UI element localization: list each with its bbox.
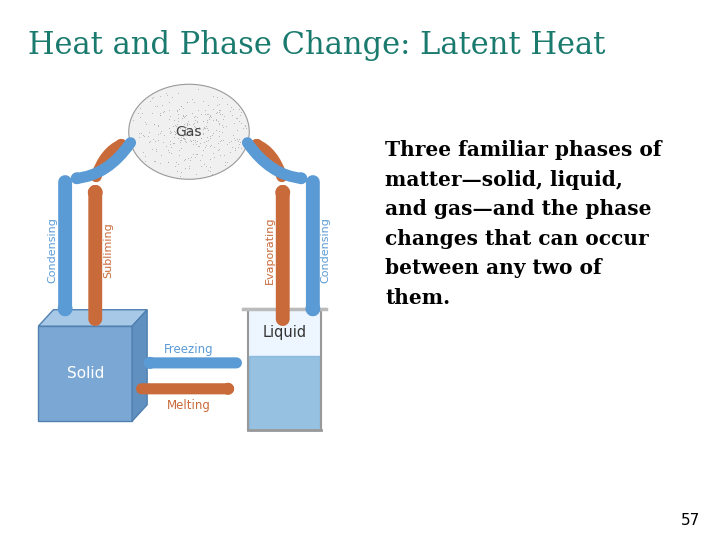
Polygon shape bbox=[38, 310, 147, 326]
Text: Condensing: Condensing bbox=[48, 218, 58, 284]
Polygon shape bbox=[249, 356, 320, 430]
Text: Gas: Gas bbox=[176, 125, 202, 139]
Ellipse shape bbox=[129, 84, 249, 179]
Text: Melting: Melting bbox=[167, 399, 211, 411]
Text: Freezing: Freezing bbox=[164, 342, 214, 355]
Text: Condensing: Condensing bbox=[320, 218, 330, 284]
Text: Solid: Solid bbox=[66, 366, 104, 381]
Text: 57: 57 bbox=[680, 513, 700, 528]
Text: Subliming: Subliming bbox=[103, 222, 113, 279]
FancyBboxPatch shape bbox=[38, 326, 132, 421]
Polygon shape bbox=[132, 310, 147, 421]
Text: Evaporating: Evaporating bbox=[265, 217, 275, 284]
Polygon shape bbox=[248, 309, 321, 430]
Text: Heat and Phase Change: Latent Heat: Heat and Phase Change: Latent Heat bbox=[28, 30, 606, 61]
Text: Liquid: Liquid bbox=[262, 325, 307, 340]
Text: Three familiar phases of
matter—solid, liquid,
and gas—and the phase
changes tha: Three familiar phases of matter—solid, l… bbox=[385, 140, 662, 308]
